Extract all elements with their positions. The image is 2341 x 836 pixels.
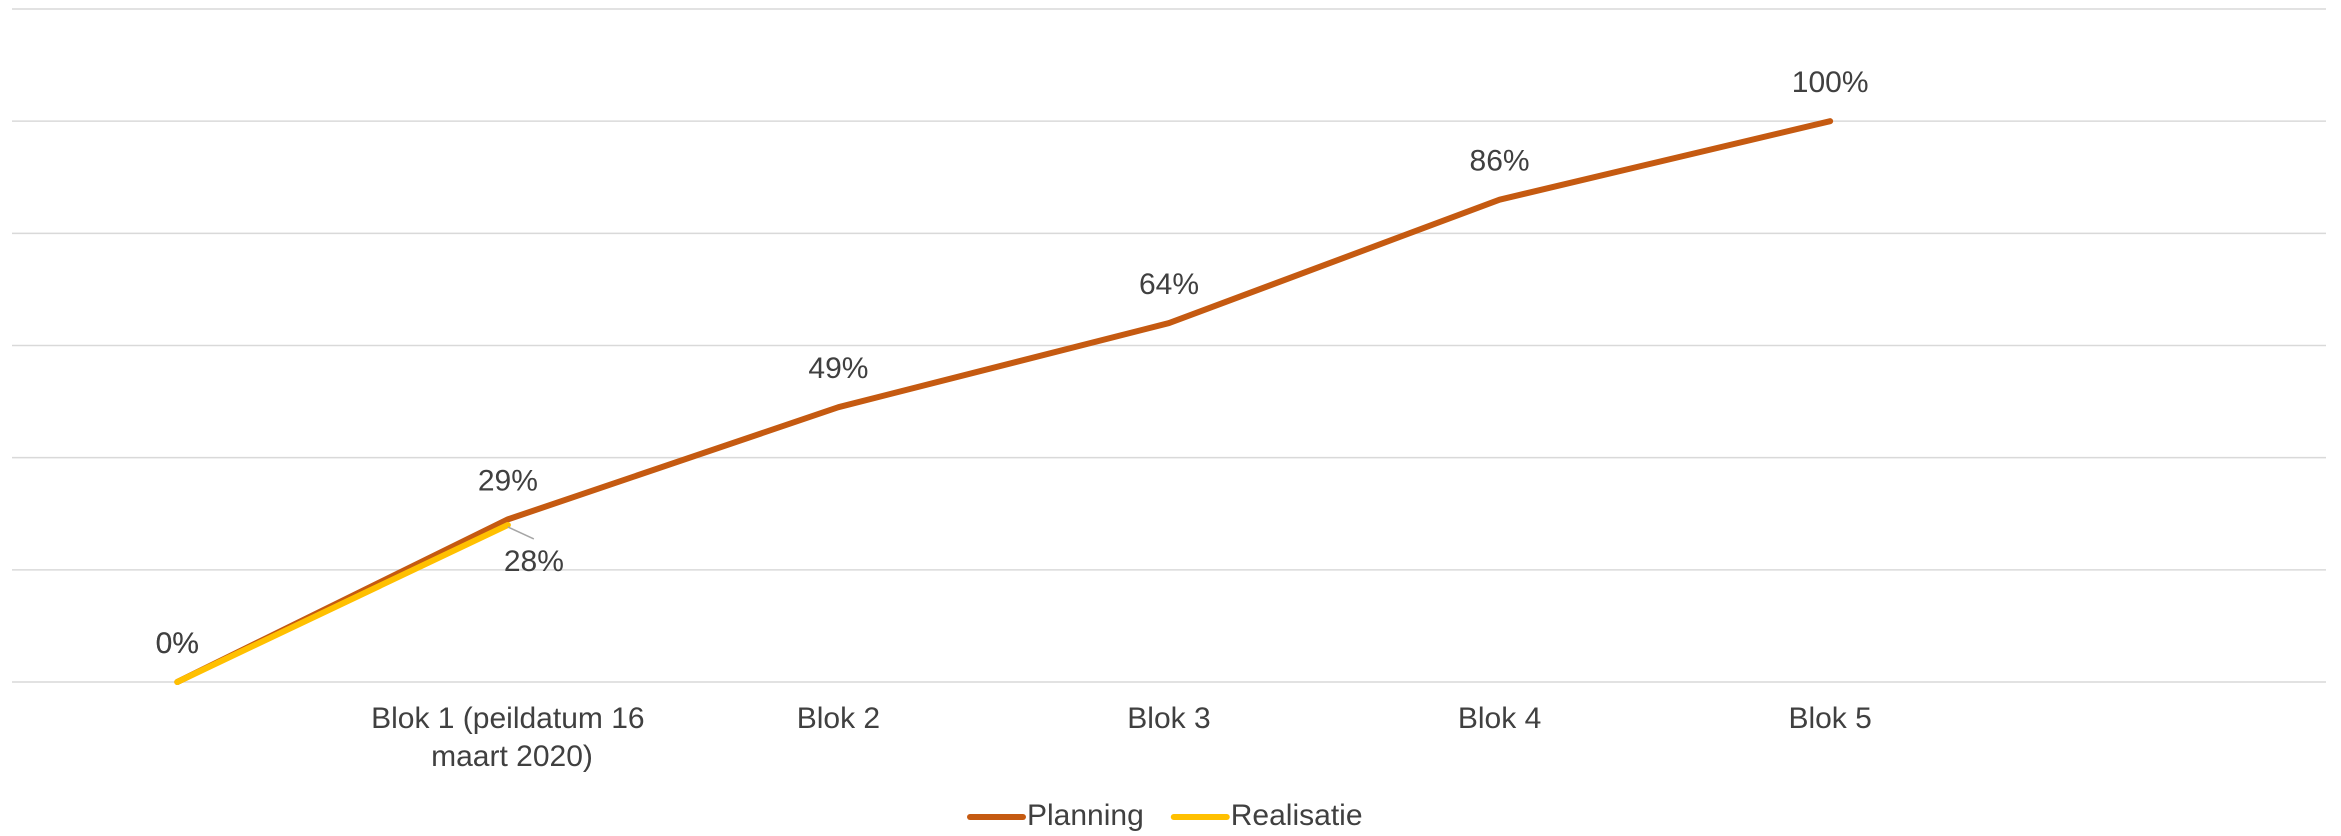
x-tick-label: Blok 1 (peildatum 16 maart 2020) <box>371 702 645 773</box>
data-label: 100% <box>1792 66 1869 99</box>
x-tick-label: Blok 5 <box>1788 702 1871 735</box>
data-label: 0% <box>156 627 199 660</box>
data-label: 0% <box>156 627 199 660</box>
data-label: 28% <box>504 545 564 578</box>
data-label: 86% <box>1470 145 1530 178</box>
x-tick-label: Blok 4 <box>1458 702 1541 735</box>
x-tick-label: Blok 3 <box>1127 702 1210 735</box>
x-tick-label: Blok 2 <box>797 702 880 735</box>
legend-label: Realisatie <box>1231 799 1363 832</box>
legend-label: Planning <box>1027 799 1144 832</box>
data-label: 29% <box>478 464 538 497</box>
data-label: 64% <box>1139 268 1199 301</box>
data-label: 49% <box>808 352 868 385</box>
leader-line <box>507 526 535 540</box>
series-line <box>174 521 511 685</box>
series-line <box>174 118 1834 685</box>
